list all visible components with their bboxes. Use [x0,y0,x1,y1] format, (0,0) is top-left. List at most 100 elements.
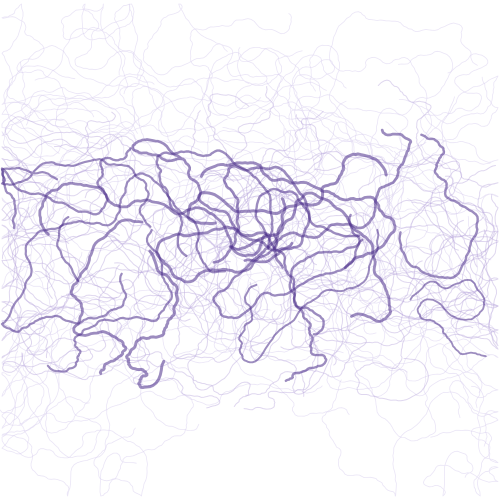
line-trail [1,224,118,317]
line-trail [272,128,413,269]
line-trail [423,429,499,497]
line-trail [212,164,311,264]
line-trail [431,175,499,339]
line-trail [168,114,323,322]
line-trail [1,101,204,185]
line-trail [398,133,479,280]
line-trail [1,206,71,359]
line-trail [1,78,262,238]
line-trail [1,75,155,273]
line-trail [71,159,311,270]
line-trail [114,3,282,95]
line-trail [56,172,227,282]
line-trail [1,236,118,336]
line-trail [51,297,143,379]
line-trail [292,198,478,327]
line-trail [409,278,487,358]
line-trail [284,238,364,383]
line-trail [0,216,128,333]
line-trail [34,3,142,81]
line-trail [297,199,496,335]
line-trail [114,242,308,341]
line-trail [142,3,341,118]
line-trail [4,116,167,245]
line-trail [1,87,228,166]
line-trail [283,226,499,418]
line-trail [1,195,234,276]
line-trail [343,200,499,342]
line-trail [236,268,448,331]
line-trail [222,101,375,220]
line-trail [1,223,94,376]
line-trail [0,158,152,228]
line-trail [2,243,116,373]
line-trail [376,156,499,291]
line-trail [98,252,209,368]
line-trail [308,96,455,361]
line-trail [380,230,499,350]
line-trail [329,11,478,158]
line-trail [415,231,499,464]
line-trail [189,13,347,119]
line-trail [228,191,393,323]
line-trail [0,196,210,455]
line-trail [301,285,457,397]
line-trail [335,144,465,373]
line-trail [1,102,226,207]
line-trail [345,185,427,397]
line-trail [377,79,461,251]
line-trail [186,152,388,225]
line-trail [2,231,269,344]
line-trail [331,215,493,382]
line-trail [187,247,250,391]
line-trail [99,47,321,213]
line-trail [260,107,429,281]
line-trail [282,304,483,442]
line-trail [170,142,290,353]
line-trail [125,249,179,390]
line-trail [35,135,159,285]
line-trail [321,379,499,497]
line-trail [100,85,259,319]
line-trail [112,185,271,382]
line-trail [254,187,361,336]
line-trail [285,76,499,312]
line-trail [1,372,148,497]
line-trail [14,350,323,434]
line-trail [18,390,194,497]
line-trail [390,199,491,330]
line-trail [388,234,499,303]
line-trail [60,295,251,407]
line-trail [249,252,344,395]
line-trail [354,260,429,402]
line-trail [208,222,372,417]
line-trail [38,181,268,257]
line-trail [61,164,261,252]
line-trail [6,45,210,223]
line-trail [326,226,492,391]
line-trail [46,229,173,373]
line-trail [178,194,291,345]
line-trail [309,44,482,334]
line-trail [1,185,210,284]
line-trail [9,138,120,242]
line-trail [254,338,499,409]
line-trail [452,194,499,347]
line-trail [17,133,136,299]
line-trail [258,224,499,313]
line-trail [1,361,189,497]
line-trail [155,197,287,284]
line-trails [0,3,499,497]
line-trail [19,230,209,323]
line-trail [0,147,132,230]
line-trail [235,80,437,275]
line-trail [238,229,380,364]
line-trail [207,130,456,321]
line-trail [1,158,145,299]
line-trail [199,161,397,270]
line-trail [1,60,239,137]
line-trail [137,227,257,309]
line-trail [245,305,318,396]
